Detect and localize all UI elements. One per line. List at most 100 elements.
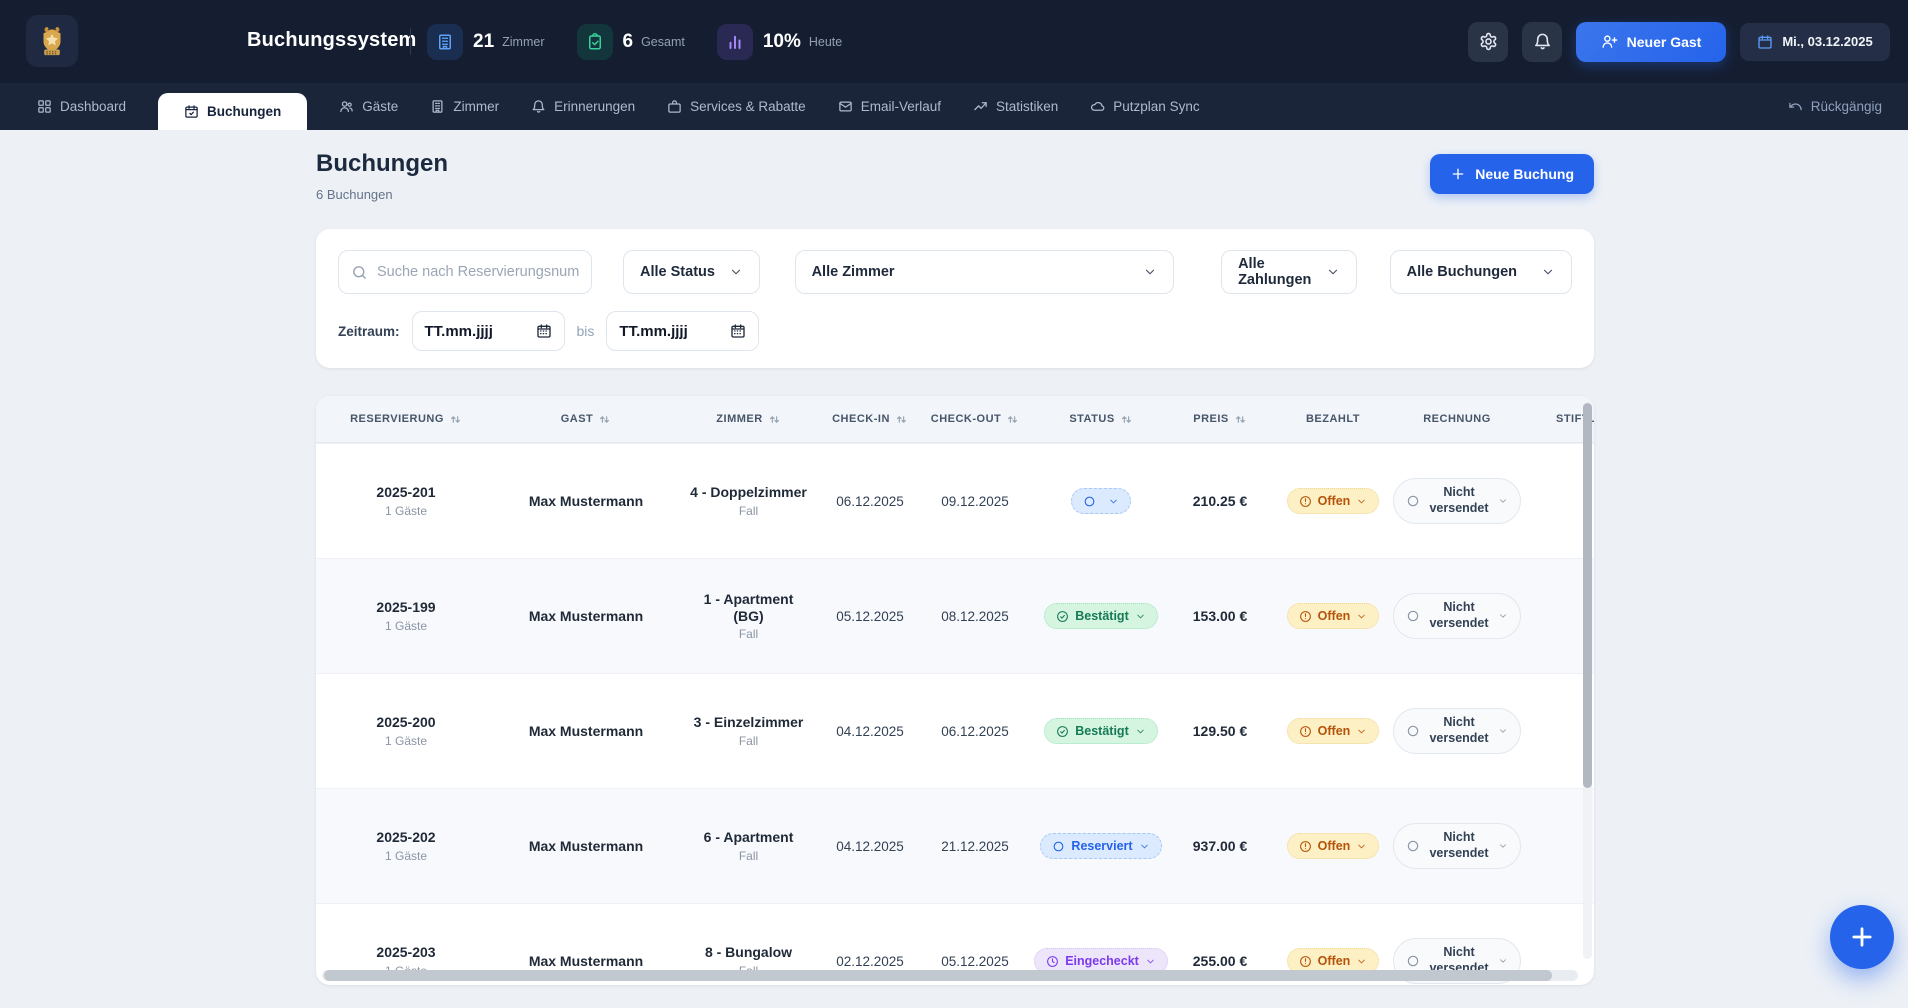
column-header-checkin[interactable]: CHECK-IN	[821, 413, 919, 426]
checkin-date: 04.12.2025	[821, 724, 919, 739]
status-badge[interactable]: Bestätigt	[1044, 603, 1157, 629]
checkout-date: 06.12.2025	[919, 724, 1031, 739]
tab-label: Statistiken	[996, 99, 1058, 114]
status-badge[interactable]: Bestätigt	[1044, 718, 1157, 744]
price: 255.00 €	[1193, 953, 1248, 970]
vertical-scrollbar-thumb[interactable]	[1583, 403, 1592, 788]
circle-icon	[1406, 839, 1420, 853]
building-icon	[430, 99, 445, 114]
add-booking-fab[interactable]	[1830, 905, 1894, 969]
column-header-reservierung[interactable]: RESERVIERUNG	[316, 413, 496, 426]
payment-badge[interactable]: Offen	[1287, 833, 1380, 859]
booking-filter-select[interactable]: Alle Buchungen	[1390, 250, 1572, 294]
chevron-down-icon	[1139, 841, 1150, 852]
guest-count: 1 Gäste	[385, 849, 427, 863]
chevron-down-icon	[1498, 841, 1508, 851]
gear-icon	[1479, 32, 1498, 51]
date-separator: bis	[577, 323, 595, 339]
chevron-down-icon	[1498, 496, 1508, 506]
calendar-icon	[536, 323, 552, 339]
room-sub: Fall	[739, 849, 758, 863]
date-to-field[interactable]: TT.mm.jjjj	[606, 311, 759, 351]
app-logo[interactable]	[26, 15, 78, 67]
payment-badge[interactable]: Offen	[1287, 488, 1380, 514]
payment-filter-value: Alle Zahlungen	[1238, 256, 1326, 288]
current-date-label: Mi., 03.12.2025	[1782, 34, 1872, 49]
reservation-number: 2025-200	[376, 714, 435, 731]
tab-buchungen[interactable]: Buchungen	[158, 93, 307, 130]
invoice-badge[interactable]: Nicht versendet	[1393, 478, 1521, 524]
checkout-date: 05.12.2025	[919, 954, 1031, 969]
alert-circle-icon	[1299, 610, 1312, 623]
tab-putzplan-sync[interactable]: Putzplan Sync	[1090, 83, 1199, 130]
price: 937.00 €	[1193, 838, 1248, 855]
table-row[interactable]: 2025-2001 Gäste Max Mustermann 3 - Einze…	[316, 673, 1594, 788]
tab-zimmer[interactable]: Zimmer	[430, 83, 499, 130]
tab-label: Email-Verlauf	[861, 99, 941, 114]
status-badge[interactable]	[1071, 488, 1131, 514]
notifications-button[interactable]	[1522, 22, 1562, 62]
invoice-badge[interactable]: Nicht versendet	[1393, 708, 1521, 754]
nav-tabs: Dashboard Buchungen Gäste Zimmer Erinner…	[37, 83, 1200, 130]
column-header-status[interactable]: STATUS	[1031, 413, 1171, 426]
payment-badge[interactable]: Offen	[1287, 718, 1380, 744]
room-sub: Fall	[739, 504, 758, 518]
chevron-down-icon	[1135, 611, 1146, 622]
briefcase-icon	[667, 99, 682, 114]
payment-badge[interactable]: Offen	[1287, 603, 1380, 629]
search-input[interactable]	[377, 264, 579, 280]
chevron-down-icon	[1108, 496, 1119, 507]
sort-icon	[895, 413, 908, 426]
building-icon	[427, 24, 463, 60]
price: 129.50 €	[1193, 723, 1248, 740]
horizontal-scrollbar-thumb[interactable]	[324, 970, 1552, 981]
payment-filter-select[interactable]: Alle Zahlungen	[1221, 250, 1357, 294]
date-to-value: TT.mm.jjjj	[619, 323, 687, 340]
current-date-chip[interactable]: Mi., 03.12.2025	[1740, 23, 1890, 61]
price: 153.00 €	[1193, 608, 1248, 625]
column-header-gast[interactable]: GAST	[496, 413, 676, 426]
tab-email-verlauf[interactable]: Email-Verlauf	[838, 83, 941, 130]
new-booking-button[interactable]: Neue Buchung	[1430, 154, 1594, 194]
reservation-number: 2025-202	[376, 829, 435, 846]
date-range-label: Zeitraum:	[338, 324, 400, 339]
checkout-date: 09.12.2025	[919, 494, 1031, 509]
undo-button[interactable]: Rückgängig	[1788, 83, 1882, 130]
invoice-badge[interactable]: Nicht versendet	[1393, 593, 1521, 639]
invoice-badge[interactable]: Nicht versendet	[1393, 823, 1521, 869]
chevron-down-icon	[1498, 956, 1508, 966]
status-filter-value: Alle Status	[640, 264, 715, 280]
tab-statistiken[interactable]: Statistiken	[973, 83, 1058, 130]
date-from-field[interactable]: TT.mm.jjjj	[412, 311, 565, 351]
settings-button[interactable]	[1468, 22, 1508, 62]
column-header-zimmer[interactable]: ZIMMER	[676, 413, 821, 426]
checkin-date: 04.12.2025	[821, 839, 919, 854]
status-badge[interactable]: Reserviert	[1040, 833, 1161, 859]
stat-today: 10% Heute	[717, 24, 842, 60]
status-filter-select[interactable]: Alle Status	[623, 250, 760, 294]
tab-label: Putzplan Sync	[1113, 99, 1199, 114]
room-name: 3 - Einzelzimmer	[694, 714, 804, 731]
table-row[interactable]: 2025-2011 Gäste Max Mustermann 4 - Doppe…	[316, 443, 1594, 558]
tab-erinnerungen[interactable]: Erinnerungen	[531, 83, 635, 130]
horizontal-scrollbar[interactable]	[322, 970, 1578, 981]
room-filter-select[interactable]: Alle Zimmer	[795, 250, 1175, 294]
tab-gaeste[interactable]: Gäste	[339, 83, 398, 130]
filters-panel: Alle Status Alle Zimmer Alle Zahlungen A…	[316, 229, 1594, 368]
tab-label: Gäste	[362, 99, 398, 114]
chevron-down-icon	[1356, 611, 1367, 622]
table-row[interactable]: 2025-1991 Gäste Max Mustermann 1 - Apart…	[316, 558, 1594, 673]
tab-dashboard[interactable]: Dashboard	[37, 83, 126, 130]
trending-up-icon	[973, 99, 988, 114]
new-guest-button[interactable]: Neuer Gast	[1576, 22, 1726, 62]
column-header-checkout[interactable]: CHECK-OUT	[919, 413, 1031, 426]
vertical-scrollbar[interactable]	[1583, 401, 1592, 959]
column-header-preis[interactable]: PREIS	[1171, 413, 1269, 426]
chevron-down-icon	[1356, 956, 1367, 967]
guest-name: Max Mustermann	[529, 493, 643, 510]
search-field[interactable]	[338, 250, 592, 294]
guest-name: Max Mustermann	[529, 608, 643, 625]
tab-services-rabatte[interactable]: Services & Rabatte	[667, 83, 806, 130]
table-row[interactable]: 2025-2021 Gäste Max Mustermann 6 - Apart…	[316, 788, 1594, 903]
stat-rooms-value: 21	[473, 31, 494, 53]
